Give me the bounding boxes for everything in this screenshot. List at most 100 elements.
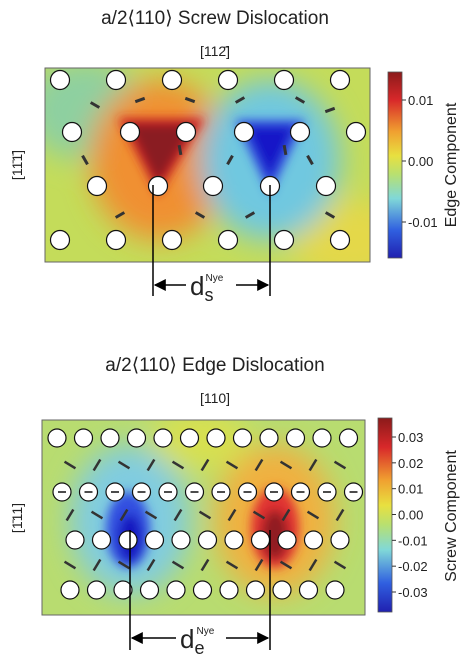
- displacement-arrow: [333, 560, 347, 570]
- atom: [219, 580, 239, 600]
- atom: [345, 121, 367, 143]
- displacement-arrow: [252, 510, 266, 520]
- displacement-arrow: [134, 96, 146, 104]
- displacement-arrow: [63, 560, 77, 570]
- colorbar-label: Screw Component: [443, 450, 460, 582]
- displacement-arrow: [171, 560, 185, 570]
- colorbar-ticks: 0.03 0.02 0.01 0.00 -0.01 -0.02 -0.03: [392, 430, 428, 600]
- colorbar: [387, 71, 403, 259]
- displacement-arrow: [308, 558, 318, 572]
- atom: [197, 530, 218, 550]
- atom: [312, 428, 332, 448]
- atom: [303, 530, 324, 550]
- displacement-arrow: [65, 508, 75, 522]
- colorbar-tick-label: 0.03: [398, 430, 423, 445]
- displacement-arrow: [279, 460, 293, 470]
- atom: [100, 428, 120, 448]
- atom: [329, 69, 351, 91]
- atom: [105, 69, 127, 91]
- atom: [73, 428, 94, 448]
- atom: [179, 428, 200, 448]
- colorbar-tick-label: 0.01: [398, 482, 423, 497]
- colorbar-tick-label: 0.00: [408, 154, 433, 169]
- displacement-arrow: [198, 510, 212, 520]
- displacement-arrow: [335, 508, 345, 522]
- atom: [65, 530, 85, 550]
- atom: [245, 580, 266, 600]
- panel-title: a/2⟨110⟩ Edge Dislocation: [105, 355, 324, 376]
- atom: [232, 428, 253, 448]
- atom: [272, 580, 292, 600]
- atom: [86, 580, 107, 600]
- colorbar-tick-label: 0.01: [408, 93, 433, 108]
- displacement-arrow: [184, 96, 196, 104]
- atom: [217, 69, 239, 91]
- displacement-arrow: [225, 560, 239, 570]
- atom: [192, 580, 213, 600]
- displacement-arrow: [244, 211, 256, 219]
- displacement-arrow: [279, 560, 293, 570]
- displacement-arrow: [117, 460, 131, 470]
- displacement-arrow: [294, 96, 306, 104]
- atom: [49, 69, 71, 91]
- displacement-arrow: [306, 154, 314, 166]
- displacement-arrow: [146, 558, 156, 572]
- displacement-arrow: [119, 508, 129, 522]
- atom: [325, 580, 345, 600]
- atom: [113, 580, 133, 600]
- atom: [91, 530, 112, 550]
- direction-top: [112̄]: [200, 43, 230, 59]
- atom: [329, 229, 351, 251]
- atom: [61, 121, 83, 143]
- displacement-arrow: [92, 458, 102, 472]
- atom: [289, 121, 311, 143]
- colorbar-tick-label: -0.02: [398, 559, 428, 574]
- colorbar-label: Edge Component: [443, 102, 460, 227]
- distance-label: deNye: [180, 624, 215, 658]
- atom: [285, 428, 306, 448]
- atom: [49, 229, 71, 251]
- displacement-arrow: [281, 508, 291, 522]
- atom: [250, 530, 271, 550]
- atom: [144, 530, 165, 550]
- displacement-arrow: [324, 211, 336, 219]
- direction-side: [11̄1̄]: [9, 150, 25, 180]
- displacement-arrow: [194, 211, 206, 219]
- colorbar-tick-label: -0.01: [398, 533, 428, 548]
- atom: [202, 175, 224, 197]
- atom: [224, 530, 244, 550]
- atom: [60, 580, 80, 600]
- displacement-arrow: [200, 458, 210, 472]
- atom: [206, 428, 226, 448]
- displacement-arrow: [146, 458, 156, 472]
- colorbar-tick-label: 0.02: [398, 456, 423, 471]
- atoms: [47, 428, 364, 600]
- atom: [153, 428, 173, 448]
- direction-side: [1̄11]: [9, 503, 25, 533]
- colorbar-tick-label: 0.00: [398, 508, 423, 523]
- atom: [47, 428, 67, 448]
- atom: [277, 530, 297, 550]
- atom: [273, 229, 295, 251]
- atom: [171, 530, 191, 550]
- displacement-arrow: [144, 510, 158, 520]
- displacement-arrow: [226, 154, 234, 166]
- displacement-arrow: [114, 211, 126, 219]
- panel-title: a/2⟨110⟩ Screw Dislocation: [101, 8, 329, 29]
- displacement-arrow: [89, 101, 101, 109]
- atom: [298, 580, 319, 600]
- atom: [330, 530, 350, 550]
- atom: [166, 580, 186, 600]
- atom: [217, 229, 239, 251]
- atom: [86, 175, 108, 197]
- displacement-arrow: [177, 144, 183, 156]
- atom: [126, 428, 147, 448]
- atom: [315, 175, 337, 197]
- displacement-arrow: [306, 510, 320, 520]
- atom: [139, 580, 160, 600]
- map-frame: [41, 419, 366, 616]
- atom: [147, 175, 169, 197]
- atom: [105, 229, 127, 251]
- map-frame: [44, 67, 371, 263]
